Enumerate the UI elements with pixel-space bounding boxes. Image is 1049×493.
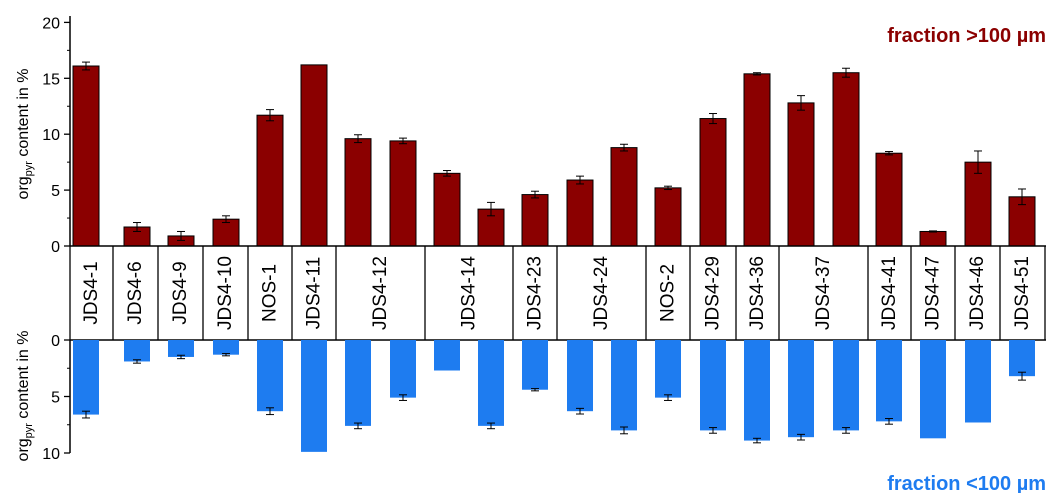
sample-label: JDS4-29 bbox=[703, 256, 724, 330]
top-bar bbox=[743, 73, 771, 247]
top-panel: 0 5 10 15 20 bbox=[42, 15, 1036, 256]
top-y-tick-label: 20 bbox=[42, 15, 60, 32]
sample-label: JDS4-10 bbox=[215, 256, 236, 330]
top-bar bbox=[212, 218, 240, 247]
bottom-bar bbox=[390, 340, 416, 398]
top-bar bbox=[256, 114, 284, 247]
sample-label: JDS4-47 bbox=[923, 256, 944, 330]
bottom-y-tick-label: 0 bbox=[51, 333, 60, 350]
bottom-bar bbox=[124, 340, 150, 362]
top-bar bbox=[654, 187, 682, 247]
sample-label: JDS4-23 bbox=[525, 256, 546, 330]
sample-label-panel: JDS4-1 JDS4-6 JDS4-9 JDS4-10 NOS-1 JDS4-11 JDS… bbox=[69, 245, 1046, 341]
top-bar bbox=[832, 72, 860, 247]
sample-label: JDS4-9 bbox=[170, 261, 191, 324]
top-bar bbox=[389, 140, 417, 247]
bottom-y-axis-title: orgpyr content in % bbox=[15, 331, 35, 462]
bottom-fraction-title: fraction <100 µm bbox=[887, 473, 1046, 493]
top-bar bbox=[300, 64, 328, 247]
sample-label: NOS-2 bbox=[658, 264, 679, 322]
top-bar bbox=[919, 230, 947, 247]
bottom-bar bbox=[655, 340, 681, 398]
top-y-tick-label: 15 bbox=[42, 71, 60, 88]
top-bar bbox=[699, 118, 727, 247]
sample-label: JDS4-6 bbox=[125, 261, 146, 324]
bottom-bar bbox=[1009, 340, 1035, 377]
bottom-bar bbox=[788, 340, 814, 438]
sample-label: JDS4-12 bbox=[370, 256, 391, 330]
sample-label: JDS4-41 bbox=[879, 256, 900, 330]
bottom-bar bbox=[478, 340, 504, 426]
bottom-y-tick-label: 10 bbox=[42, 446, 60, 463]
top-bar bbox=[610, 147, 638, 247]
bottom-bar bbox=[920, 340, 946, 439]
bottom-bar bbox=[876, 340, 902, 422]
sample-label: JDS4-37 bbox=[813, 256, 834, 330]
bottom-bar bbox=[611, 340, 637, 431]
sample-label: JDS4-1 bbox=[81, 261, 102, 324]
top-bar bbox=[344, 138, 372, 247]
top-bar bbox=[433, 172, 461, 247]
bottom-panel: 0 5 10 bbox=[42, 333, 1035, 463]
top-fraction-title: fraction >100 µm bbox=[887, 25, 1046, 47]
top-y-tick-label: 0 bbox=[51, 239, 60, 256]
bottom-y-tick-label: 5 bbox=[51, 390, 60, 407]
top-bar bbox=[72, 65, 100, 247]
bottom-bar bbox=[301, 340, 327, 452]
top-bar bbox=[566, 179, 594, 247]
sample-label: JDS4-24 bbox=[591, 256, 612, 330]
top-y-tick-label: 10 bbox=[42, 127, 60, 144]
bottom-bar bbox=[168, 340, 194, 357]
bottom-bar bbox=[833, 340, 859, 431]
sample-label: NOS-1 bbox=[260, 264, 281, 322]
top-y-tick-label: 5 bbox=[51, 183, 60, 200]
bottom-bar bbox=[965, 340, 991, 423]
bottom-bar bbox=[567, 340, 593, 412]
sample-label: JDS4-36 bbox=[747, 256, 768, 330]
bottom-bar bbox=[213, 340, 239, 355]
bottom-bar bbox=[73, 340, 99, 415]
bottom-bar bbox=[522, 340, 548, 390]
top-bar bbox=[964, 161, 992, 247]
sample-label: JDS4-14 bbox=[459, 256, 480, 330]
top-bar bbox=[875, 152, 903, 247]
sample-label: JDS4-11 bbox=[304, 257, 325, 330]
bottom-bar bbox=[700, 340, 726, 431]
sample-label: JDS4-51 bbox=[1012, 256, 1033, 330]
sample-label: JDS4-46 bbox=[967, 256, 988, 330]
bottom-bar bbox=[345, 340, 371, 426]
bottom-bar bbox=[434, 340, 460, 371]
top-y-axis-title: orgpyr content in % bbox=[15, 69, 35, 200]
top-bar bbox=[521, 194, 549, 247]
bottom-bar bbox=[257, 340, 283, 412]
top-bar bbox=[787, 102, 815, 247]
bottom-bar bbox=[744, 340, 770, 441]
